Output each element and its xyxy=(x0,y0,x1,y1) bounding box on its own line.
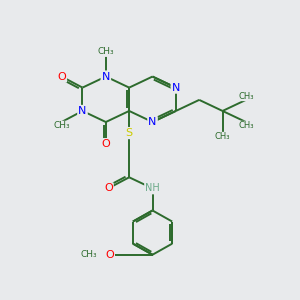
Text: CH₃: CH₃ xyxy=(53,121,70,130)
Text: CH₃: CH₃ xyxy=(98,47,114,56)
Text: O: O xyxy=(104,183,113,194)
Text: O: O xyxy=(101,139,110,149)
Text: S: S xyxy=(126,128,133,138)
Text: N: N xyxy=(148,117,157,127)
Text: N: N xyxy=(78,106,87,116)
Text: N: N xyxy=(102,71,110,82)
Text: O: O xyxy=(105,250,114,260)
Text: NH: NH xyxy=(145,183,160,194)
Text: CH₃: CH₃ xyxy=(238,92,254,101)
Text: CH₃: CH₃ xyxy=(215,132,230,141)
Text: CH₃: CH₃ xyxy=(238,121,254,130)
Text: N: N xyxy=(172,82,180,93)
Text: O: O xyxy=(57,71,66,82)
Text: CH₃: CH₃ xyxy=(80,250,97,259)
